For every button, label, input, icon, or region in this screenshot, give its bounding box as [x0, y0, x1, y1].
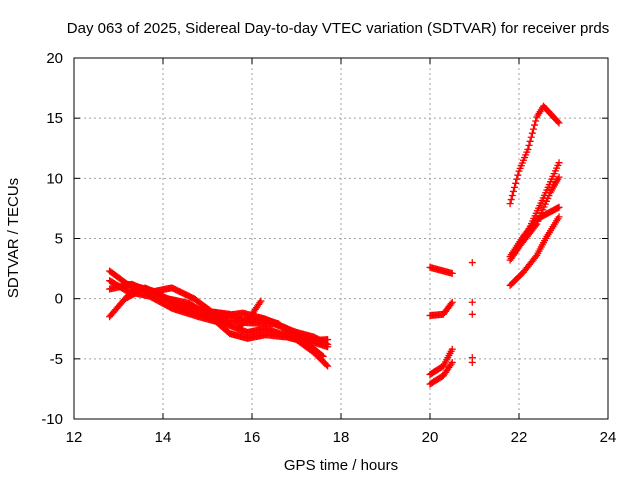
data-point — [555, 119, 563, 127]
y-tick-label: 20 — [46, 50, 63, 67]
data-point — [256, 299, 264, 307]
data-point — [447, 360, 455, 368]
y-tick-label: 5 — [55, 231, 63, 248]
y-tick-label: 0 — [55, 291, 63, 308]
data-point — [319, 352, 327, 360]
y-tick-label: 15 — [46, 110, 63, 127]
data-point — [324, 362, 332, 370]
data-point — [555, 159, 563, 167]
data-point — [448, 269, 456, 277]
y-tick-labels: -10 -5 0 5 10 15 20 — [41, 50, 63, 428]
axis-ticks — [73, 57, 609, 420]
data-point — [447, 300, 455, 308]
x-axis-label: GPS time / hours — [284, 457, 398, 474]
data-point — [513, 175, 521, 183]
x-tick-label: 22 — [511, 429, 528, 446]
data-point — [511, 183, 519, 191]
data-point — [468, 259, 476, 267]
data-point — [468, 358, 476, 366]
data-point — [324, 343, 332, 351]
data-point — [322, 361, 330, 369]
x-tick-label: 18 — [333, 429, 350, 446]
data-point — [257, 297, 265, 305]
y-tick-label: 10 — [46, 170, 63, 187]
data-point — [468, 298, 476, 306]
data-point — [448, 358, 456, 366]
data-point — [555, 203, 563, 211]
data-points — [106, 102, 563, 388]
y-tick-label: -10 — [41, 411, 63, 428]
data-point — [506, 200, 514, 208]
x-tick-label: 14 — [155, 429, 172, 446]
data-point — [448, 298, 456, 306]
x-tick-label: 20 — [422, 429, 439, 446]
data-point — [468, 310, 476, 318]
data-point — [532, 117, 540, 125]
x-tick-labels: 12 14 16 18 20 22 24 — [66, 429, 617, 446]
data-point — [448, 345, 456, 353]
data-point — [526, 137, 534, 145]
data-point — [555, 173, 563, 181]
data-point — [524, 145, 532, 153]
data-point — [318, 351, 326, 359]
data-point — [512, 179, 520, 187]
data-point — [531, 121, 539, 129]
x-tick-label: 12 — [66, 429, 83, 446]
data-point — [529, 125, 537, 133]
y-axis-label: SDTVAR / TECUs — [5, 178, 22, 298]
data-point — [528, 129, 536, 137]
data-point — [514, 171, 522, 179]
x-tick-label: 24 — [600, 429, 617, 446]
data-point — [525, 141, 533, 149]
data-point — [508, 191, 516, 199]
data-point — [527, 133, 535, 141]
data-point — [324, 336, 332, 344]
data-point — [555, 213, 563, 221]
data-point — [509, 187, 517, 195]
data-point — [532, 253, 540, 261]
chart-title: Day 063 of 2025, Sidereal Day-to-day VTE… — [67, 20, 609, 37]
data-point — [554, 118, 562, 126]
x-tick-label: 16 — [244, 429, 261, 446]
y-tick-label: -5 — [50, 351, 63, 368]
data-point — [507, 196, 515, 204]
